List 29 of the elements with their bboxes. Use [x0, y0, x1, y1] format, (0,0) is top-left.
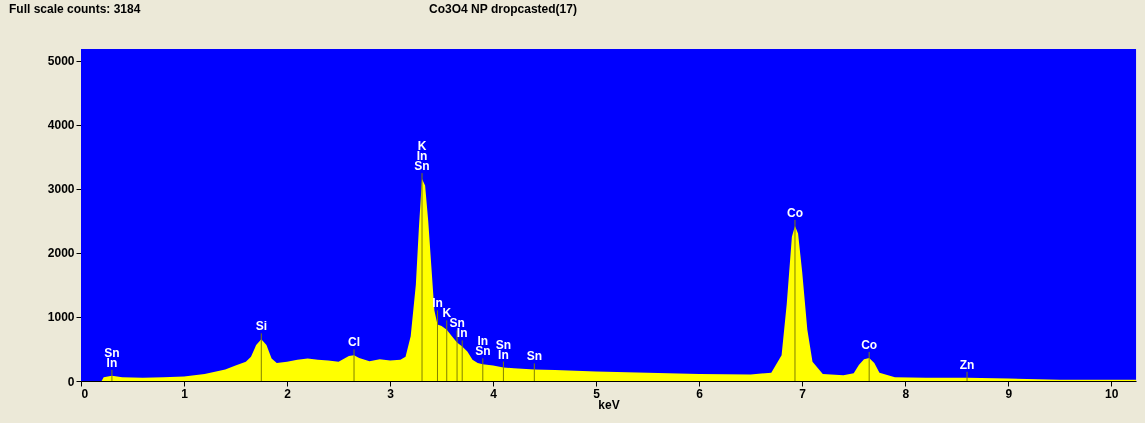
annotation: Sn	[526, 349, 542, 364]
x-axis-title: keV	[598, 397, 620, 412]
x-tick-label: 5	[593, 386, 601, 401]
annotation: Cl	[348, 335, 361, 350]
y-tick-label: 3000	[47, 182, 75, 197]
y-tick-label: 0	[67, 374, 75, 389]
y-tick-label: 5000	[47, 54, 75, 69]
x-tick-label: 4	[490, 386, 498, 401]
annotation: In	[456, 326, 468, 341]
annotation: Co	[861, 337, 878, 352]
annotation: Si	[255, 319, 267, 334]
y-tick-label: 4000	[47, 118, 75, 133]
y-tick-label: 1000	[47, 310, 75, 325]
x-tick-label: 6	[696, 386, 704, 401]
x-tick-label: 7	[799, 386, 807, 401]
x-tick-label: 2	[284, 386, 292, 401]
x-tick-label: 1	[181, 386, 189, 401]
annotation: Sn	[414, 159, 430, 174]
text: Full scale counts: 3184	[9, 2, 141, 16]
annotation: Zn	[959, 357, 975, 372]
x-tick-label: 9	[1005, 386, 1013, 401]
chart-title: Co3O4 NP dropcasted(17)	[429, 2, 577, 16]
x-tick-label: 8	[902, 386, 910, 401]
x-tick-label: 10	[1105, 386, 1119, 401]
x-tick-label: 0	[81, 386, 89, 401]
annotation: Co	[786, 205, 803, 220]
y-tick-label: 2000	[47, 246, 75, 261]
x-tick-label: 3	[387, 386, 395, 401]
annotation: Sn	[475, 344, 491, 359]
